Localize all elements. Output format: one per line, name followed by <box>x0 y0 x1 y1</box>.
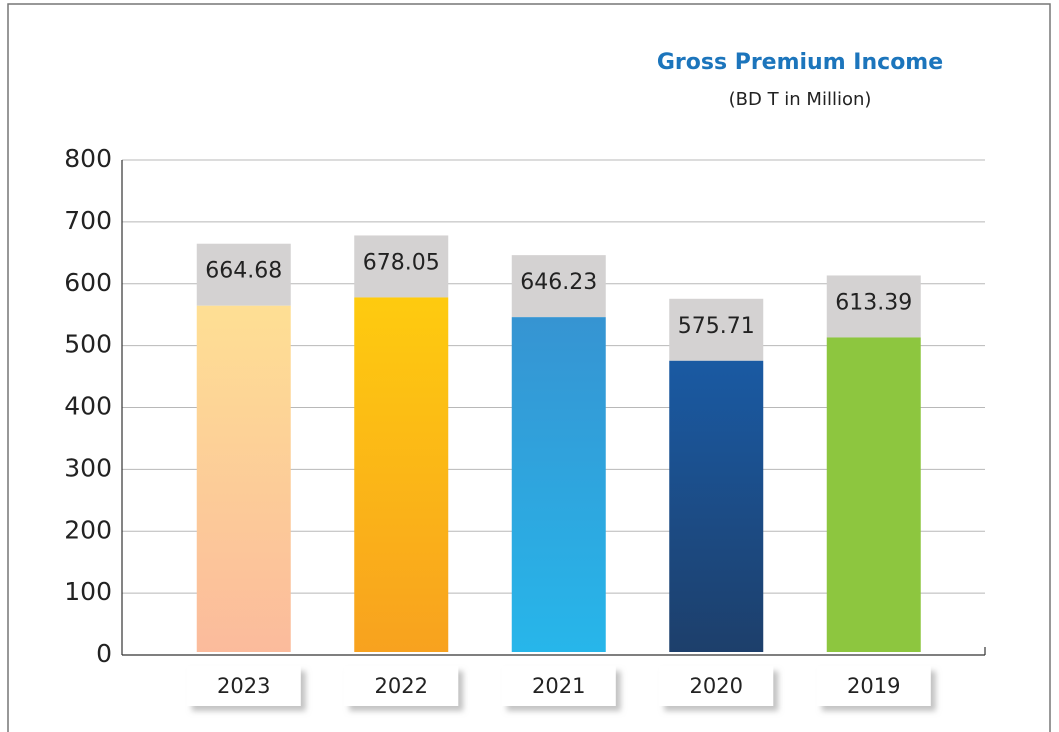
x-tick-label: 2020 <box>690 674 743 698</box>
chart-title: Gross Premium Income <box>657 50 943 75</box>
bar-body <box>669 360 764 652</box>
x-tick-label: 2021 <box>532 674 585 698</box>
x-label-box <box>816 666 931 706</box>
bar-cap <box>826 275 921 338</box>
x-label-box <box>659 666 774 706</box>
y-tick-label: 700 <box>64 206 112 235</box>
bar-cap <box>354 235 449 298</box>
value-label: 664.68 <box>205 259 282 284</box>
y-tick-label: 100 <box>64 577 112 606</box>
value-label: 646.23 <box>520 270 597 295</box>
y-tick-label: 200 <box>64 515 112 544</box>
value-label: 678.05 <box>363 250 440 275</box>
bar-group <box>826 275 921 652</box>
bar-group <box>354 235 449 652</box>
y-tick-label: 600 <box>64 268 112 297</box>
value-label: 613.39 <box>835 290 912 315</box>
y-tick-label: 500 <box>64 330 112 359</box>
bar-group <box>669 298 764 652</box>
chart-subtitle: (BD T in Million) <box>729 89 872 110</box>
frame <box>7 3 1051 732</box>
value-label: 575.71 <box>678 314 755 339</box>
y-tick-label: 800 <box>64 144 112 173</box>
y-tick-label: 300 <box>64 453 112 482</box>
bar-group <box>511 255 606 652</box>
y-tick-label: 400 <box>64 392 112 421</box>
bar-cap <box>196 243 291 306</box>
x-tick-label: 2022 <box>375 674 428 698</box>
bar-body <box>354 297 449 652</box>
x-tick-label: 2019 <box>847 674 900 698</box>
bar-body <box>826 337 921 652</box>
bar-body <box>196 305 291 652</box>
bar-group <box>196 243 291 652</box>
x-label-box <box>186 666 301 706</box>
bar-cap <box>511 255 606 318</box>
x-label-box <box>344 666 459 706</box>
bar-body <box>511 317 606 652</box>
y-tick-label: 0 <box>96 639 112 668</box>
bar-cap <box>669 298 764 361</box>
x-label-box <box>501 666 616 706</box>
x-tick-label: 2023 <box>217 674 270 698</box>
